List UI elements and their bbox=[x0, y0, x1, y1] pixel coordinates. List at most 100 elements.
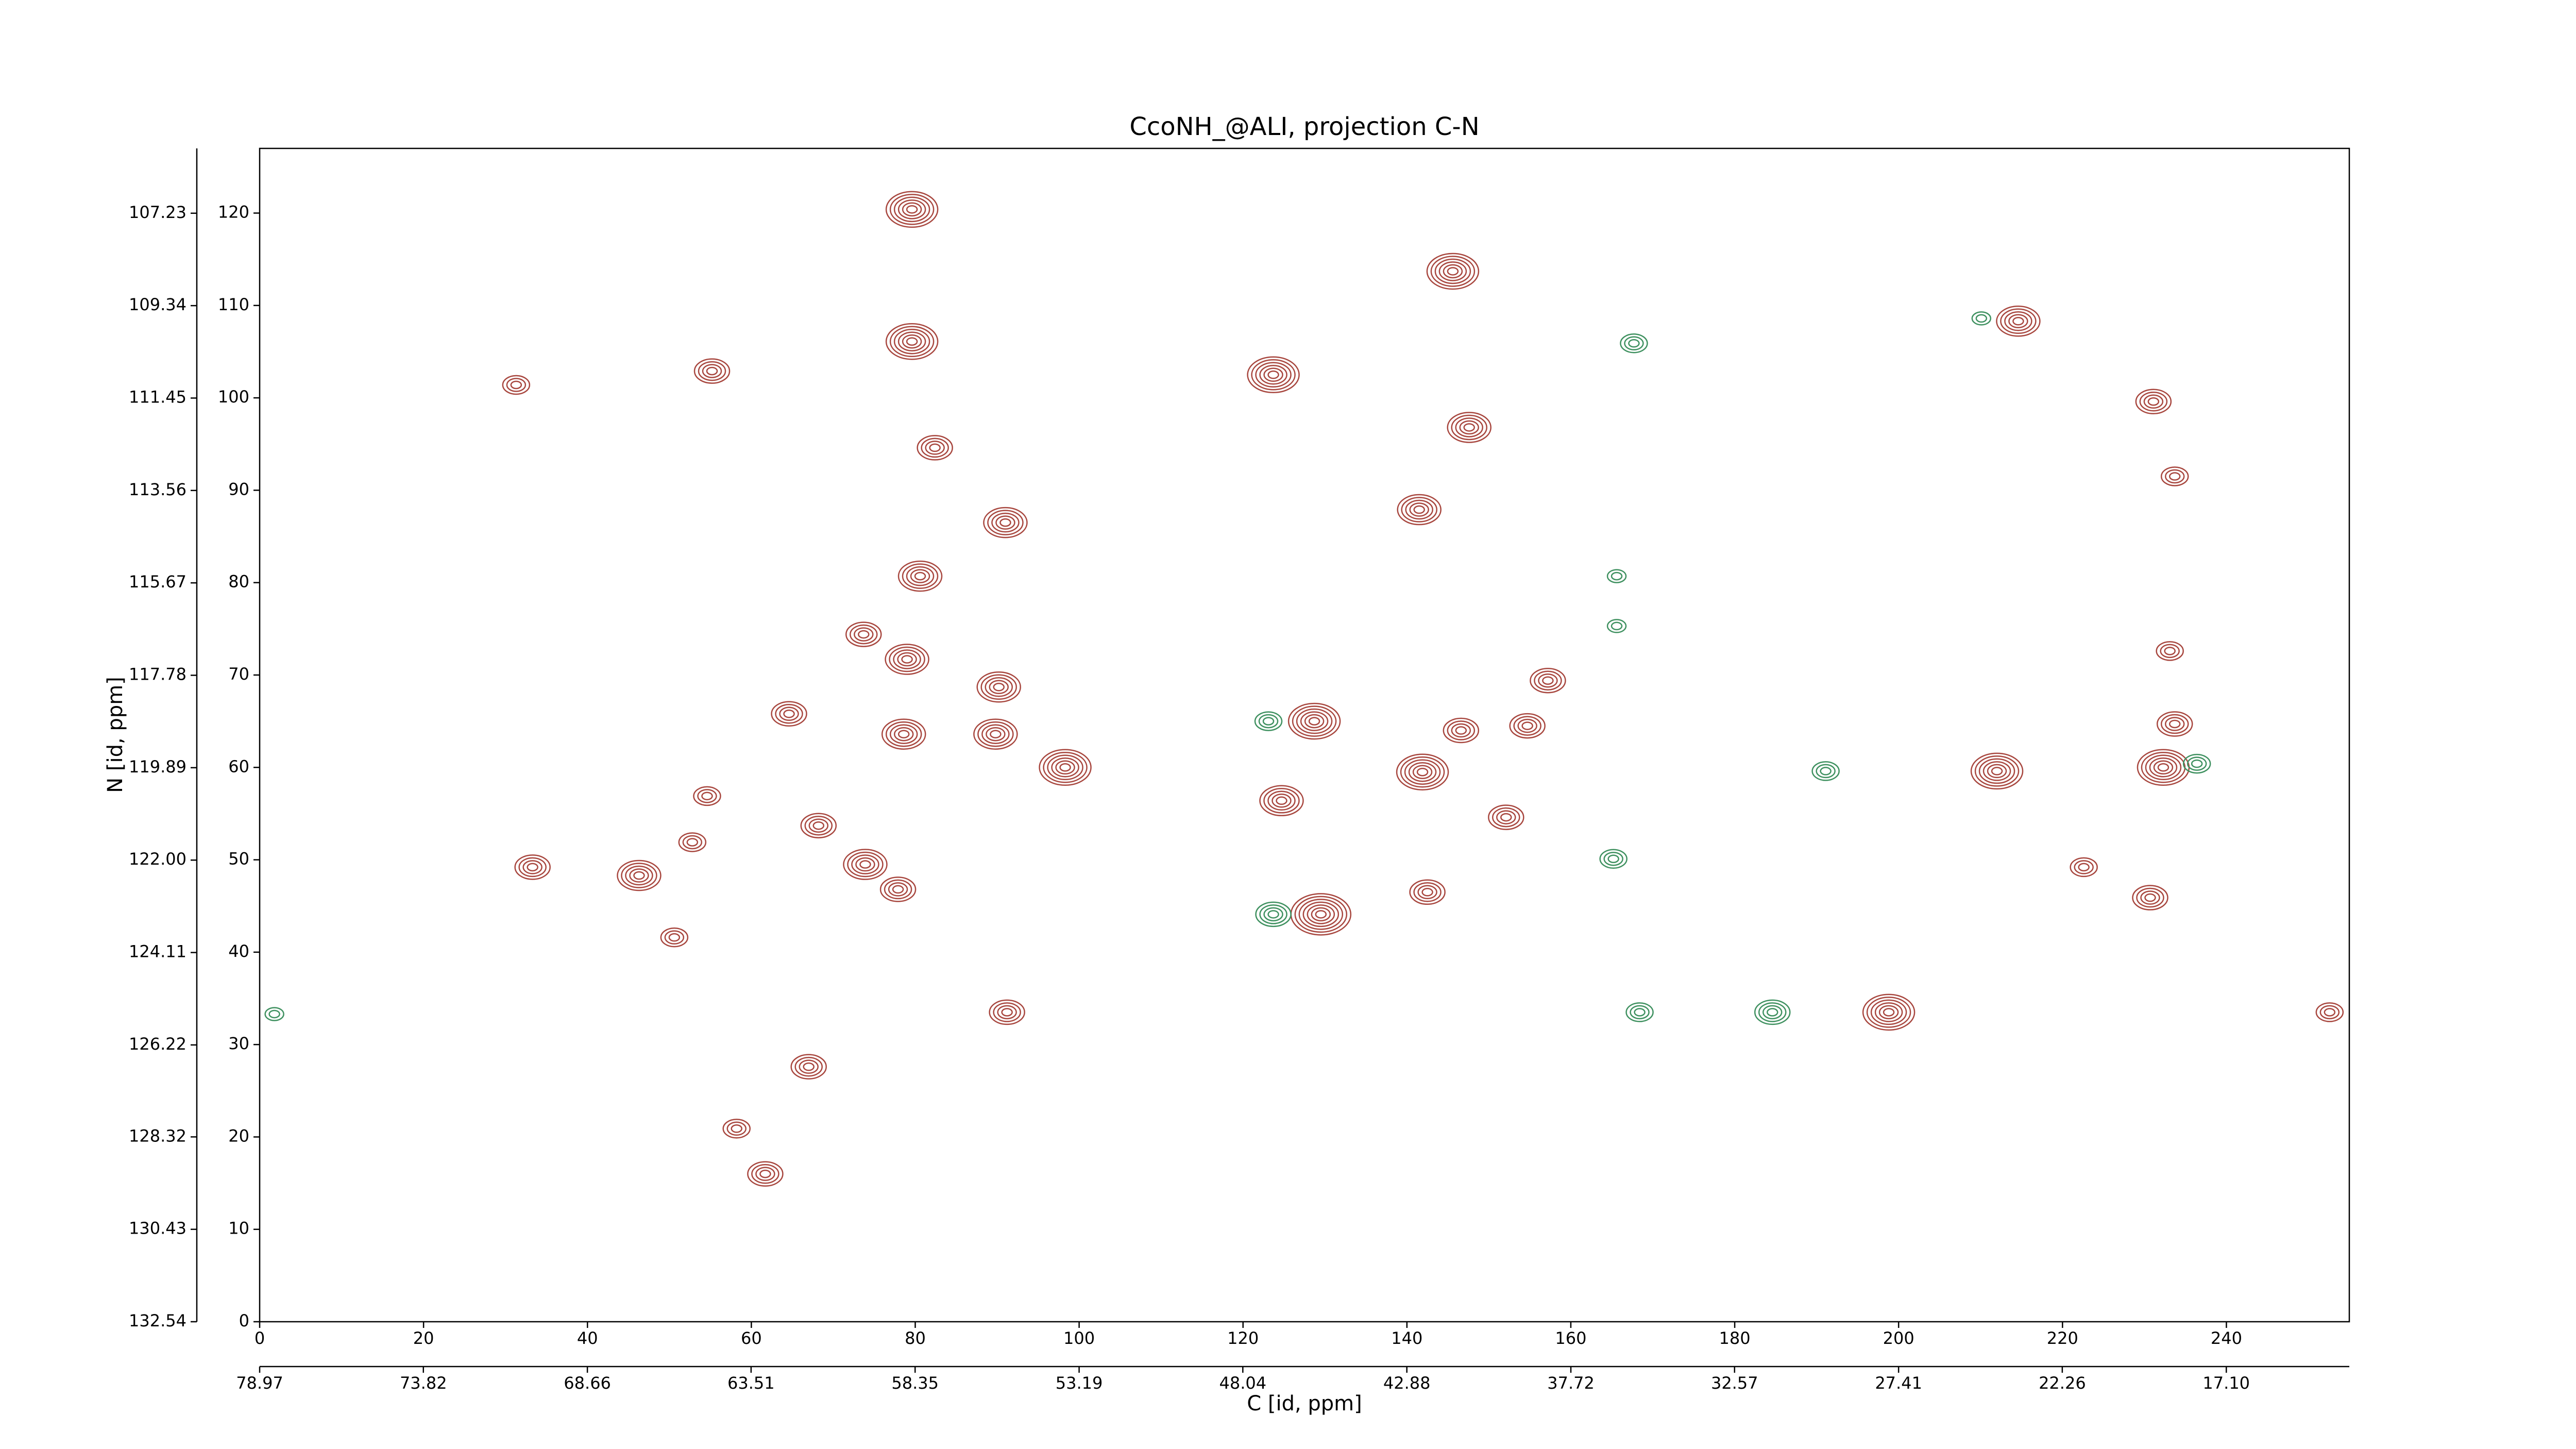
x-tick-label: 20 bbox=[413, 1328, 434, 1348]
contour-ring bbox=[1255, 362, 1292, 388]
y-tick-label: 100 bbox=[218, 387, 249, 407]
contour-ring bbox=[897, 560, 943, 592]
contour-ring bbox=[660, 927, 689, 948]
contour-ring bbox=[693, 786, 721, 806]
contour-ring bbox=[1272, 794, 1292, 808]
contour-ring bbox=[1296, 708, 1333, 734]
contour-ring bbox=[995, 515, 1015, 530]
contour-ring bbox=[527, 863, 538, 872]
x-tick-label: 160 bbox=[1555, 1328, 1586, 1348]
contour-ring bbox=[897, 199, 926, 220]
contour-ring bbox=[1287, 702, 1341, 740]
contour-ring bbox=[1405, 499, 1433, 520]
contour-ring bbox=[264, 1007, 284, 1021]
contour-ring bbox=[1255, 901, 1292, 928]
y-tick-label: 90 bbox=[228, 479, 249, 499]
contour-ring bbox=[1982, 761, 2011, 781]
x-tick-label: 120 bbox=[1227, 1328, 1259, 1348]
contour-ring bbox=[881, 718, 926, 750]
contour-ring bbox=[850, 624, 878, 645]
contour-ring bbox=[2008, 314, 2028, 329]
contour-ring bbox=[617, 860, 662, 891]
contour-ring bbox=[1542, 676, 1554, 685]
contour-ring bbox=[2135, 389, 2172, 415]
contour-ring bbox=[1611, 621, 1623, 631]
contour-ring bbox=[755, 1167, 775, 1181]
contour-ring bbox=[1513, 716, 1541, 736]
y-tick-label: 20 bbox=[228, 1126, 249, 1145]
contour-ring bbox=[847, 851, 884, 878]
contour-ring bbox=[1447, 720, 1476, 740]
contour-ring bbox=[2074, 860, 2094, 874]
y-tick-label: 10 bbox=[228, 1219, 249, 1238]
x-tick-label: 80 bbox=[905, 1328, 926, 1348]
y2-tick-label: 117.78 bbox=[129, 664, 187, 684]
x2-tick-label: 37.72 bbox=[1547, 1373, 1595, 1393]
contour-ring bbox=[268, 1009, 280, 1019]
contour-ring bbox=[893, 727, 914, 742]
x2-tick-label: 22.26 bbox=[2039, 1373, 2086, 1393]
contour-ring bbox=[1521, 721, 1533, 730]
x2-tick-label: 58.35 bbox=[891, 1373, 939, 1393]
contour-ring bbox=[518, 857, 547, 878]
x2-tick-label: 32.57 bbox=[1711, 1373, 1758, 1393]
contour-ring bbox=[906, 205, 918, 214]
contour-ring bbox=[783, 710, 795, 718]
contour-ring bbox=[1762, 1005, 1783, 1020]
contour-ring bbox=[2160, 466, 2189, 486]
contour-ring bbox=[2157, 763, 2170, 772]
contour-ring bbox=[1816, 764, 1836, 779]
contour-ring bbox=[1409, 502, 1429, 517]
contour-ring bbox=[1455, 726, 1467, 735]
contour-ring bbox=[2168, 719, 2181, 729]
y-tick-label: 70 bbox=[228, 664, 249, 684]
contour-ring bbox=[1267, 910, 1279, 919]
y-tick-label: 120 bbox=[218, 203, 249, 222]
x2-tick-label: 73.82 bbox=[400, 1373, 447, 1393]
contour-ring bbox=[1870, 999, 1907, 1025]
x2-tick-label: 27.41 bbox=[1875, 1373, 1922, 1393]
contour-ring bbox=[678, 832, 707, 852]
contour-ring bbox=[893, 196, 930, 223]
contour-ring bbox=[888, 882, 908, 897]
x2-tick-label: 42.88 bbox=[1383, 1373, 1431, 1393]
contour-ring bbox=[983, 507, 1028, 538]
contour-ring bbox=[775, 704, 803, 724]
contour-ring bbox=[997, 1005, 1017, 1020]
contour-ring bbox=[1820, 767, 1832, 776]
contour-ring bbox=[2164, 717, 2185, 731]
contour-ring bbox=[701, 791, 713, 801]
contour-ring bbox=[702, 364, 722, 378]
contour-ring bbox=[843, 849, 888, 880]
contour-ring bbox=[986, 727, 1006, 742]
contour-ring bbox=[1443, 717, 1480, 744]
y-tick-label: 80 bbox=[228, 572, 249, 592]
contour-ring bbox=[510, 380, 522, 390]
x-tick-label: 0 bbox=[255, 1328, 265, 1348]
contour-ring bbox=[1625, 1002, 1654, 1022]
contour-ring bbox=[1754, 999, 1791, 1025]
y2-tick-label: 109.34 bbox=[129, 295, 187, 314]
contour-ring bbox=[2078, 863, 2090, 872]
contour-ring bbox=[790, 1054, 827, 1080]
contour-ring bbox=[506, 378, 527, 392]
y-tick-label: 50 bbox=[228, 849, 249, 869]
contour-ring bbox=[1397, 494, 1442, 526]
contour-ring bbox=[1421, 888, 1433, 897]
contour-ring bbox=[2324, 1008, 2336, 1017]
contour-ring bbox=[1263, 788, 1300, 814]
contour-ring bbox=[929, 443, 941, 452]
contour-ring bbox=[1059, 763, 1071, 772]
contour-ring bbox=[2012, 317, 2024, 326]
contour-ring bbox=[902, 202, 922, 217]
contour-ring bbox=[1603, 852, 1623, 866]
contour-ring bbox=[1996, 306, 2041, 337]
contour-ring bbox=[1974, 755, 2020, 787]
y2-tick-label: 126.22 bbox=[129, 1034, 187, 1054]
contour-ring bbox=[1538, 673, 1558, 688]
contour-ring bbox=[1970, 752, 2024, 790]
contour-ring bbox=[889, 724, 918, 744]
contour-ring bbox=[901, 655, 913, 664]
contour-ring bbox=[2164, 469, 2185, 484]
contour-ring bbox=[1300, 711, 1329, 731]
